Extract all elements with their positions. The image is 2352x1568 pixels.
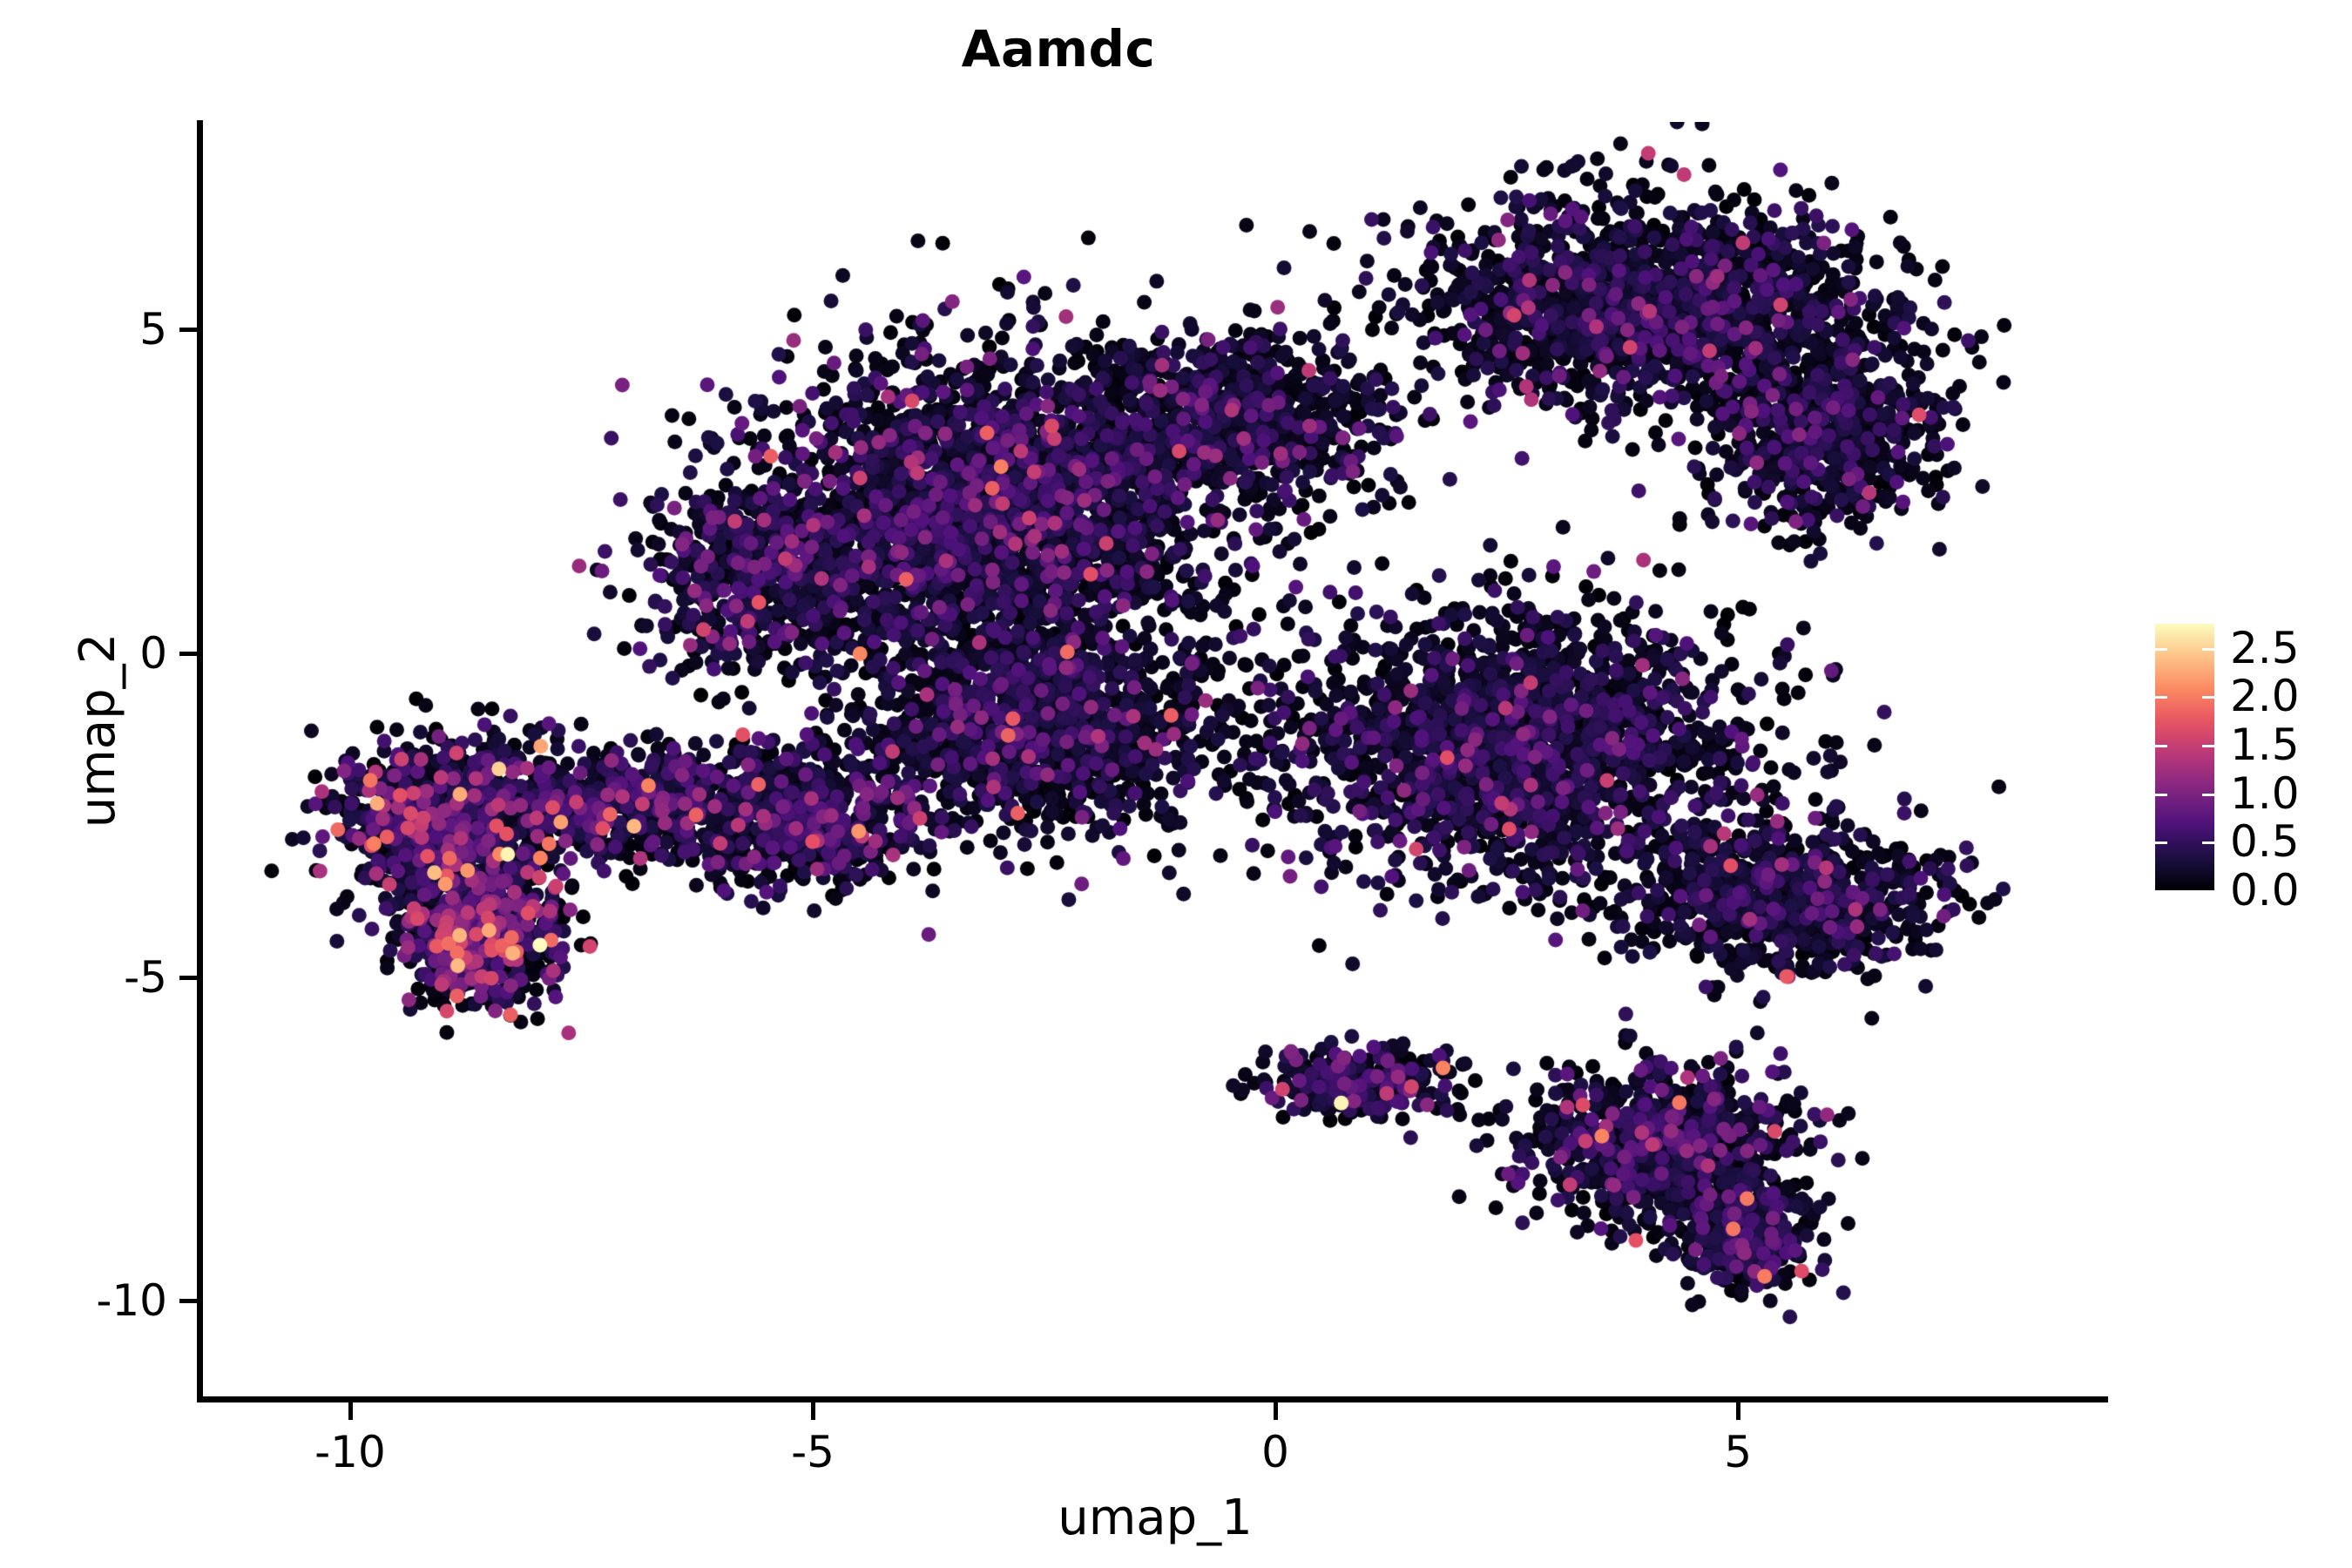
y-tick-label: 5 [139,303,167,355]
y-tick-mark [179,1299,197,1304]
y-axis-label: umap_2 [70,632,126,828]
colorbar-tick-label: 1.5 [2230,720,2300,771]
y-tick-mark [179,975,197,980]
colorbar-tick-label: 1.0 [2230,767,2300,819]
x-tick-label: 0 [1261,1427,1289,1477]
y-tick-label: 0 [139,627,167,679]
colorbar-tick-label: 0.5 [2230,816,2300,868]
colorbar-tick-mark [2155,793,2167,796]
x-tick-label: 5 [1724,1427,1753,1477]
colorbar[interactable] [2155,624,2214,890]
scatter-points-canvas [202,122,2108,1398]
colorbar-tick-mark [2202,647,2214,651]
x-tick-mark [348,1402,353,1420]
colorbar-tick-label: 2.5 [2230,622,2300,673]
colorbar-tick-mark [2155,841,2167,845]
x-axis-label: umap_1 [1058,1490,1253,1546]
x-tick-mark [1274,1402,1279,1420]
colorbar-tick-mark [2202,745,2214,748]
y-tick-mark [179,327,197,332]
colorbar-tick-mark [2202,793,2214,796]
x-tick-mark [811,1402,815,1420]
colorbar-tick-mark [2202,841,2214,845]
y-tick-mark [179,651,197,656]
x-tick-label: -10 [314,1427,386,1477]
y-tick-label: -5 [124,951,167,1003]
x-tick-label: -5 [791,1427,835,1477]
colorbar-gradient [2155,624,2214,890]
colorbar-tick-mark [2155,647,2167,651]
y-axis-spine [197,120,203,1402]
colorbar-tick-mark [2202,696,2214,700]
colorbar-tick-label: 2.0 [2230,671,2300,722]
colorbar-tick-label: 0.0 [2230,865,2300,916]
y-tick-label: -10 [96,1275,167,1327]
scatter-plot-area[interactable] [202,122,2108,1398]
colorbar-tick-mark [2155,745,2167,748]
colorbar-tick-mark [2155,696,2167,700]
x-axis-spine [197,1396,2108,1402]
x-tick-mark [1736,1402,1741,1420]
page-title: Aamdc [961,19,1156,78]
